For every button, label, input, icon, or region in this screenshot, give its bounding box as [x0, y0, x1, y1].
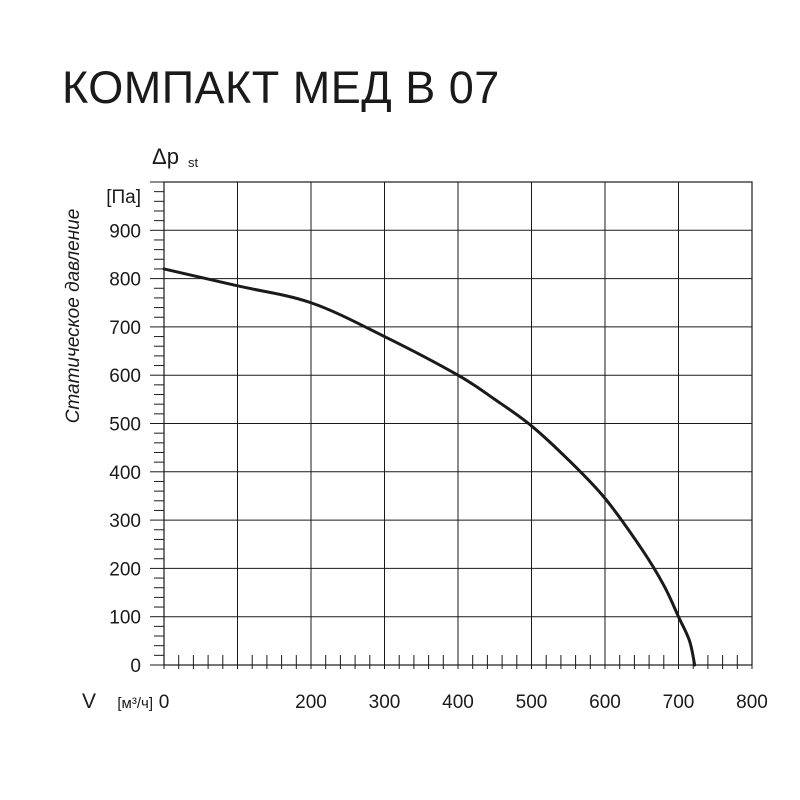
y-tick-label: 300	[109, 511, 141, 532]
pressure-curve	[162, 267, 697, 667]
x-tick-label: 500	[516, 692, 548, 713]
x-tick-label: 300	[369, 692, 401, 713]
y-tick-label: 0	[130, 656, 141, 677]
series-layer	[162, 267, 697, 667]
plot-frame	[163, 181, 753, 666]
grid	[164, 182, 752, 665]
y-tick-label: 100	[109, 608, 141, 629]
x-tick-label: 700	[663, 692, 695, 713]
y-tick-label: 500	[109, 415, 141, 436]
y-tick-label: 400	[109, 463, 141, 484]
chart-title: КОМПАКТ МЕД В 07	[62, 62, 500, 113]
y-tick-label: 700	[109, 318, 141, 339]
axis-labels: 0 100 200 300 400 500 600 700 800 900 0 200 300 400 50…	[63, 144, 768, 713]
y-axis-label: Статическое давление	[63, 209, 84, 424]
y-tick-label: 800	[109, 270, 141, 291]
y-axis-symbol: Δp	[152, 144, 179, 169]
x-tick-label: 400	[442, 692, 474, 713]
y-tick-label: 200	[109, 559, 141, 580]
y-tick-label: 900	[109, 221, 141, 242]
axis-ticks	[150, 181, 753, 669]
x-tick-label: 200	[295, 692, 327, 713]
x-axis-unit: [м³/ч]	[117, 695, 153, 712]
y-tick-label: 600	[109, 366, 141, 387]
x-tick-label: 600	[589, 692, 621, 713]
x-tick-label: 0	[159, 692, 170, 713]
x-tick-label: 800	[736, 692, 768, 713]
y-axis-symbol-subscript: st	[188, 155, 199, 170]
plot-border	[163, 181, 753, 666]
y-axis-unit: [Па]	[106, 187, 141, 208]
x-axis-symbol: V	[82, 690, 96, 713]
